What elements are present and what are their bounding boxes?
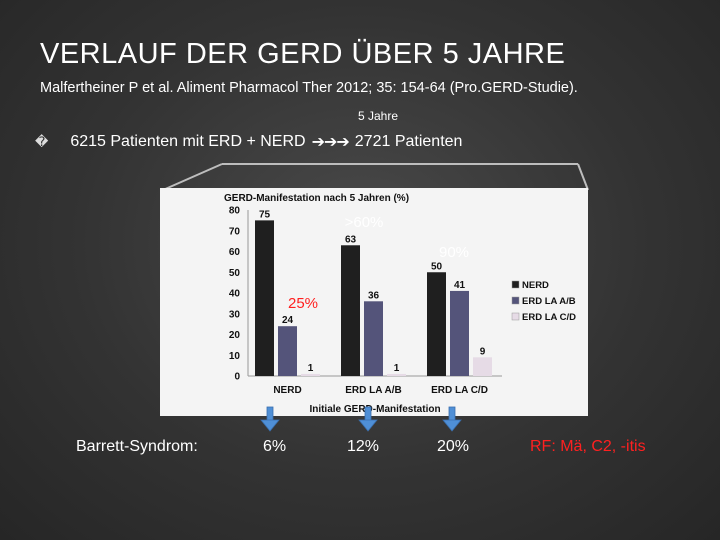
bar-value-label: 9 bbox=[480, 346, 486, 357]
chart-title: GERD-Manifestation nach 5 Jahren (%) bbox=[224, 193, 409, 204]
barrett-value-nerd: 6% bbox=[263, 438, 287, 455]
bullet-right-text: 2721 Patienten bbox=[354, 133, 463, 150]
annotation-60: >60% bbox=[345, 214, 384, 231]
category-label: NERD bbox=[273, 385, 301, 396]
bar-0-1 bbox=[278, 326, 297, 376]
bar-2-1 bbox=[450, 290, 469, 376]
y-tick-label: 10 bbox=[229, 351, 241, 362]
connector-left-line bbox=[162, 163, 223, 191]
bar-2-0 bbox=[427, 272, 446, 376]
chart-panel: GERD-Manifestation nach 5 Jahren (%) 0 10… bbox=[160, 188, 588, 416]
arrows-icon: ➔➔➔ bbox=[311, 134, 350, 151]
bar-value-label: 41 bbox=[454, 280, 466, 291]
bar-1-1 bbox=[364, 301, 383, 376]
bullet-icon: � bbox=[35, 134, 49, 149]
bar-value-label: 24 bbox=[282, 315, 294, 326]
bar-value-label: 36 bbox=[368, 290, 380, 301]
barrett-value-erd-ab: 12% bbox=[347, 438, 380, 455]
annotation-25: 25% bbox=[288, 295, 318, 312]
legend-swatch bbox=[511, 312, 520, 321]
bar-value-label: 50 bbox=[431, 261, 443, 272]
legend-label: NERD bbox=[522, 280, 549, 291]
bar-2-2 bbox=[473, 357, 492, 376]
legend-label: ERD LA C/D bbox=[522, 312, 576, 323]
bar-0-2 bbox=[301, 373, 320, 376]
bar-value-label: 1 bbox=[394, 363, 400, 374]
slide-title: VERLAUF DER GERD ÜBER 5 JAHRE bbox=[40, 38, 566, 70]
y-tick-label: 80 bbox=[229, 206, 241, 217]
category-label: ERD LA A/B bbox=[345, 385, 401, 396]
bullet-line: � 6215 Patienten mit ERD + NERD ➔➔➔ 2721… bbox=[35, 132, 462, 152]
bar-value-label: 1 bbox=[308, 363, 314, 374]
legend-label: ERD LA A/B bbox=[522, 296, 576, 307]
citation: Malfertheiner P et al. Aliment Pharmacol… bbox=[40, 80, 578, 96]
bar-value-label: 63 bbox=[345, 234, 357, 245]
risk-factor-note: RF: Mä, C2, -itis bbox=[530, 438, 646, 455]
legend-swatch bbox=[511, 296, 520, 305]
y-tick-label: 0 bbox=[234, 372, 240, 383]
bar-1-0 bbox=[341, 245, 360, 376]
bar-1-2 bbox=[387, 373, 406, 376]
connector-right-line bbox=[577, 163, 589, 191]
category-label: ERD LA C/D bbox=[431, 385, 488, 396]
barrett-value-erd-cd: 20% bbox=[437, 438, 470, 455]
annotation-90: 90% bbox=[439, 244, 469, 261]
y-tick-label: 70 bbox=[229, 226, 241, 237]
bar-chart: GERD-Manifestation nach 5 Jahren (%) 0 10… bbox=[160, 188, 588, 416]
y-tick-label: 50 bbox=[229, 268, 241, 279]
years-label: 5 Jahre bbox=[358, 109, 399, 123]
bullet-left-text: 6215 Patienten mit ERD + NERD bbox=[70, 133, 306, 150]
bar-0-0 bbox=[255, 220, 274, 376]
barrett-label: Barrett-Syndrom: bbox=[76, 438, 198, 455]
y-tick-label: 60 bbox=[229, 247, 241, 258]
x-axis-label: Initiale GERD-Manifestation bbox=[309, 404, 440, 415]
legend-swatch bbox=[511, 280, 520, 289]
y-tick-label: 40 bbox=[229, 289, 241, 300]
bar-value-label: 75 bbox=[259, 209, 271, 220]
y-tick-label: 20 bbox=[229, 330, 241, 341]
y-tick-label: 30 bbox=[229, 309, 241, 320]
